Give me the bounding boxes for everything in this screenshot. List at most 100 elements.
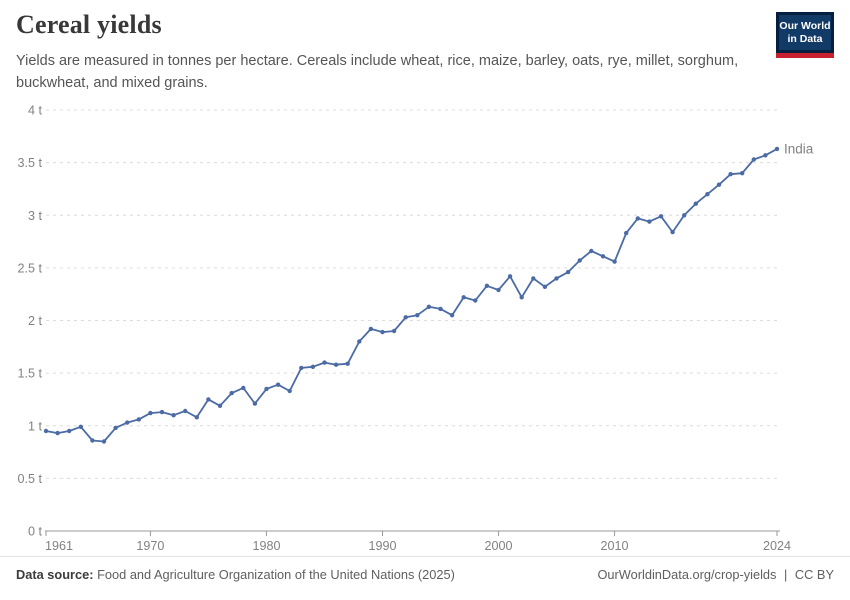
data-point[interactable] [728, 172, 733, 177]
owid-logo-box: Our World in Data [776, 12, 834, 53]
data-point[interactable] [299, 365, 304, 371]
footer-url-link[interactable]: OurWorldinData.org/crop-yields [597, 567, 777, 582]
data-source: Data source: Food and Agriculture Organi… [16, 567, 455, 582]
footer-license-link[interactable]: CC BY [794, 567, 834, 582]
data-point[interactable] [740, 171, 745, 176]
x-tick-label: 2024 [763, 539, 791, 553]
data-point[interactable] [183, 408, 188, 414]
y-tick-label: 4 t [28, 104, 43, 118]
owid-logo[interactable]: Our World in Data [776, 12, 834, 58]
y-tick-label: 1.5 t [17, 367, 42, 381]
data-point[interactable] [55, 430, 60, 436]
data-point[interactable] [159, 409, 165, 415]
data-point[interactable] [333, 362, 339, 367]
x-tick-label: 1990 [368, 539, 396, 553]
data-point[interactable] [357, 339, 362, 344]
data-point[interactable] [624, 230, 629, 236]
data-point[interactable] [136, 417, 141, 422]
y-tick-label: 0.5 t [17, 472, 42, 486]
data-point[interactable] [90, 438, 95, 443]
data-source-text: Food and Agriculture Organization of the… [97, 567, 455, 582]
data-point[interactable] [554, 276, 559, 281]
x-tick-label: 2000 [485, 539, 513, 553]
y-tick-label: 3 t [28, 209, 43, 223]
data-point[interactable] [217, 403, 223, 408]
line-chart: 0 t 0.5 t 1 t 1.5 t 2 t 2.5 t 3 t 3.5 t 4 t 1961 1… [0, 95, 850, 555]
data-point[interactable] [403, 315, 408, 320]
data-point[interactable] [496, 287, 501, 293]
data-point[interactable] [206, 397, 211, 402]
footer: Data source: Food and Agriculture Organi… [0, 556, 850, 582]
data-point[interactable] [264, 386, 269, 392]
data-point[interactable] [565, 269, 571, 275]
data-point[interactable] [322, 360, 327, 365]
data-point[interactable] [78, 424, 84, 429]
data-point[interactable] [43, 428, 49, 434]
data-point[interactable] [693, 201, 698, 206]
data-point[interactable] [705, 192, 710, 197]
x-tick-label: 1970 [136, 539, 164, 553]
data-point[interactable] [67, 428, 72, 434]
data-point[interactable] [519, 295, 524, 300]
entity-label-india[interactable]: India [784, 141, 814, 156]
data-point[interactable] [101, 439, 107, 444]
page-title: Cereal yields [16, 10, 162, 39]
x-tick-label: 1980 [252, 539, 280, 553]
owid-logo-red-stripe [776, 53, 834, 58]
y-tick-label: 3.5 t [17, 156, 42, 170]
data-point[interactable] [449, 313, 455, 318]
x-tick-label: 2010 [601, 539, 629, 553]
data-point[interactable] [171, 413, 176, 418]
data-point[interactable] [194, 415, 199, 420]
x-tick-label: 1961 [45, 539, 73, 553]
data-point[interactable] [380, 329, 385, 335]
data-point[interactable] [241, 385, 246, 391]
data-point[interactable] [391, 328, 397, 334]
data-point[interactable] [763, 153, 768, 158]
data-point[interactable] [484, 283, 490, 288]
data-point[interactable] [148, 410, 153, 416]
data-point[interactable] [438, 306, 443, 312]
data-point[interactable] [507, 274, 513, 279]
y-tick-label: 2 t [28, 314, 43, 328]
data-point[interactable] [415, 313, 420, 318]
data-point[interactable] [275, 382, 281, 387]
data-point[interactable] [600, 254, 606, 259]
data-point[interactable] [647, 219, 652, 224]
data-point[interactable] [125, 420, 130, 425]
data-point[interactable] [461, 295, 466, 300]
data-point[interactable] [774, 146, 780, 152]
data-point[interactable] [287, 388, 292, 394]
data-point[interactable] [635, 216, 640, 221]
data-point[interactable] [658, 214, 664, 219]
data-point[interactable] [252, 401, 258, 406]
data-point[interactable] [577, 258, 582, 263]
data-point[interactable] [345, 361, 350, 366]
owid-logo-line1: Our World [779, 19, 831, 32]
data-point[interactable] [531, 276, 536, 281]
owid-logo-line2: in Data [787, 32, 823, 45]
data-point[interactable] [682, 213, 687, 218]
data-point[interactable] [670, 229, 675, 235]
data-point[interactable] [310, 364, 316, 369]
data-point[interactable] [751, 157, 756, 162]
data-point[interactable] [473, 298, 478, 303]
y-tick-label: 1 t [28, 419, 43, 433]
y-tick-label: 2.5 t [17, 261, 42, 275]
data-point[interactable] [589, 248, 594, 254]
india-line[interactable] [45, 148, 778, 443]
data-point[interactable] [229, 390, 234, 396]
footer-links: OurWorldinData.org/crop-yields | CC BY [597, 567, 834, 582]
data-point[interactable] [113, 425, 118, 431]
chart-subtitle: Yields are measured in tonnes per hectar… [16, 53, 739, 91]
data-source-label: Data source: [16, 567, 94, 582]
y-tick-label: 0 t [28, 525, 43, 539]
data-point[interactable] [426, 304, 432, 309]
data-point[interactable] [716, 182, 722, 187]
data-point[interactable] [368, 326, 374, 332]
footer-separator: | [784, 567, 788, 582]
data-point[interactable] [542, 284, 548, 289]
data-point[interactable] [612, 259, 617, 264]
chart-canvas: 0 t 0.5 t 1 t 1.5 t 2 t 2.5 t 3 t 3.5 t 4 t 1961 1… [17, 104, 814, 554]
